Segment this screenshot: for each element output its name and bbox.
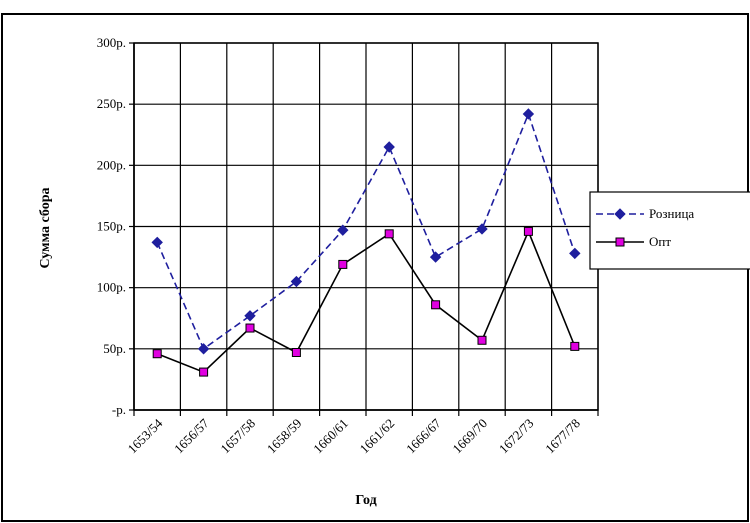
legend-box	[589, 191, 750, 270]
data-point-marker	[477, 335, 487, 345]
series-1	[151, 108, 581, 355]
y-tick-label: 200р.	[97, 157, 126, 172]
data-point-marker	[152, 349, 162, 359]
legend: Розница Опт	[589, 191, 750, 270]
legend-label: Опт	[649, 234, 671, 249]
data-point-marker	[291, 348, 301, 358]
data-point-marker	[570, 341, 580, 351]
series-2	[152, 226, 580, 377]
data-point-marker	[244, 310, 256, 322]
series-layer	[151, 108, 581, 377]
data-point-marker	[383, 141, 395, 153]
y-tick-label: 300р.	[97, 35, 126, 50]
data-point-marker	[431, 300, 441, 310]
data-point-marker	[290, 275, 303, 288]
legend-marker	[615, 237, 625, 247]
data-point-marker	[151, 236, 163, 249]
data-point-marker	[245, 323, 255, 333]
y-tick-label: 150р.	[97, 219, 126, 234]
series-line	[156, 229, 576, 374]
data-point-marker	[523, 226, 533, 236]
data-point-marker	[337, 224, 349, 236]
data-point-marker	[569, 247, 581, 260]
data-point-marker	[476, 223, 488, 235]
data-point-marker	[429, 251, 442, 263]
y-tick-label: 50р.	[103, 341, 126, 356]
data-point-marker	[384, 229, 394, 239]
data-point-marker	[522, 108, 535, 120]
legend-label: Розница	[649, 206, 694, 221]
data-point-marker	[199, 367, 209, 377]
y-tick-label: 250р.	[97, 96, 126, 111]
x-axis-title: Год	[355, 493, 376, 508]
y-tick-label: 100р.	[97, 280, 126, 295]
data-point-marker	[197, 343, 210, 355]
data-point-marker	[338, 259, 348, 269]
series-line	[156, 111, 576, 351]
y-tick-label: -р.	[112, 402, 126, 417]
legend-marker	[614, 208, 626, 220]
y-axis-title: Сумма сбора	[38, 187, 53, 268]
